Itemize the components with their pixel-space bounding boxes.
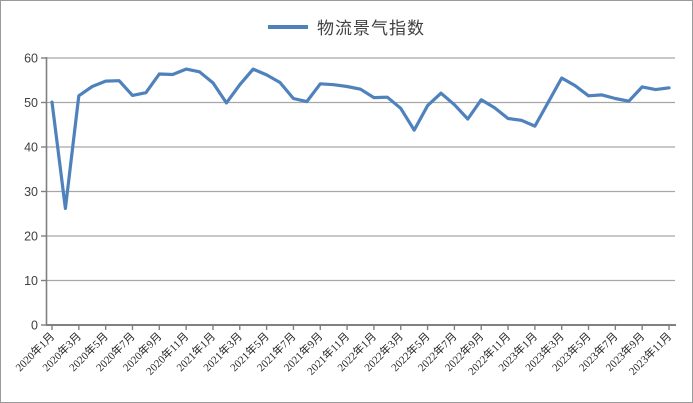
y-axis-label-60: 60 <box>24 52 38 66</box>
y-axis-label-30: 30 <box>24 185 38 199</box>
legend-series-label: 物流景气指数 <box>317 19 425 38</box>
series-line <box>50 67 671 210</box>
y-axis-label-50: 50 <box>24 96 38 110</box>
y-axis-label-20: 20 <box>24 230 38 244</box>
legend-line-swatch <box>268 24 308 29</box>
y-axis-label-0: 0 <box>31 319 38 333</box>
y-axis-label-40: 40 <box>24 141 38 155</box>
y-axis-label-10: 10 <box>24 274 38 288</box>
chart-legend: 物流景气指数 <box>1 14 692 39</box>
